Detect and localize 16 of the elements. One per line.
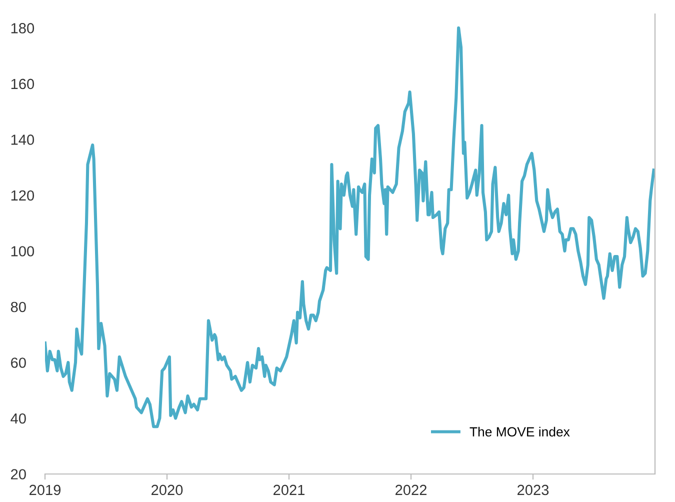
y-tick-label: 120 bbox=[11, 190, 34, 201]
line-series bbox=[45, 26, 655, 428]
x-tick-label: 2022 bbox=[396, 484, 426, 496]
y-tick-label: 140 bbox=[11, 134, 34, 145]
x-tick-label: 2020 bbox=[152, 484, 183, 496]
y-tick-label: 20 bbox=[11, 469, 26, 480]
y-tick-label: 180 bbox=[11, 23, 34, 34]
x-tick-label: 2023 bbox=[518, 484, 549, 496]
y-tick-label: 80 bbox=[10, 302, 26, 312]
legend-label: The MOVE index bbox=[470, 426, 570, 437]
y-tick-label: 100 bbox=[11, 246, 34, 256]
y-tick-label: 40 bbox=[10, 413, 26, 424]
x-tick-label: 2019 bbox=[30, 484, 61, 496]
x-tick-label: 2021 bbox=[274, 484, 305, 496]
y-tick-label: 160 bbox=[11, 78, 34, 90]
y-tick-label: 60 bbox=[11, 358, 26, 368]
